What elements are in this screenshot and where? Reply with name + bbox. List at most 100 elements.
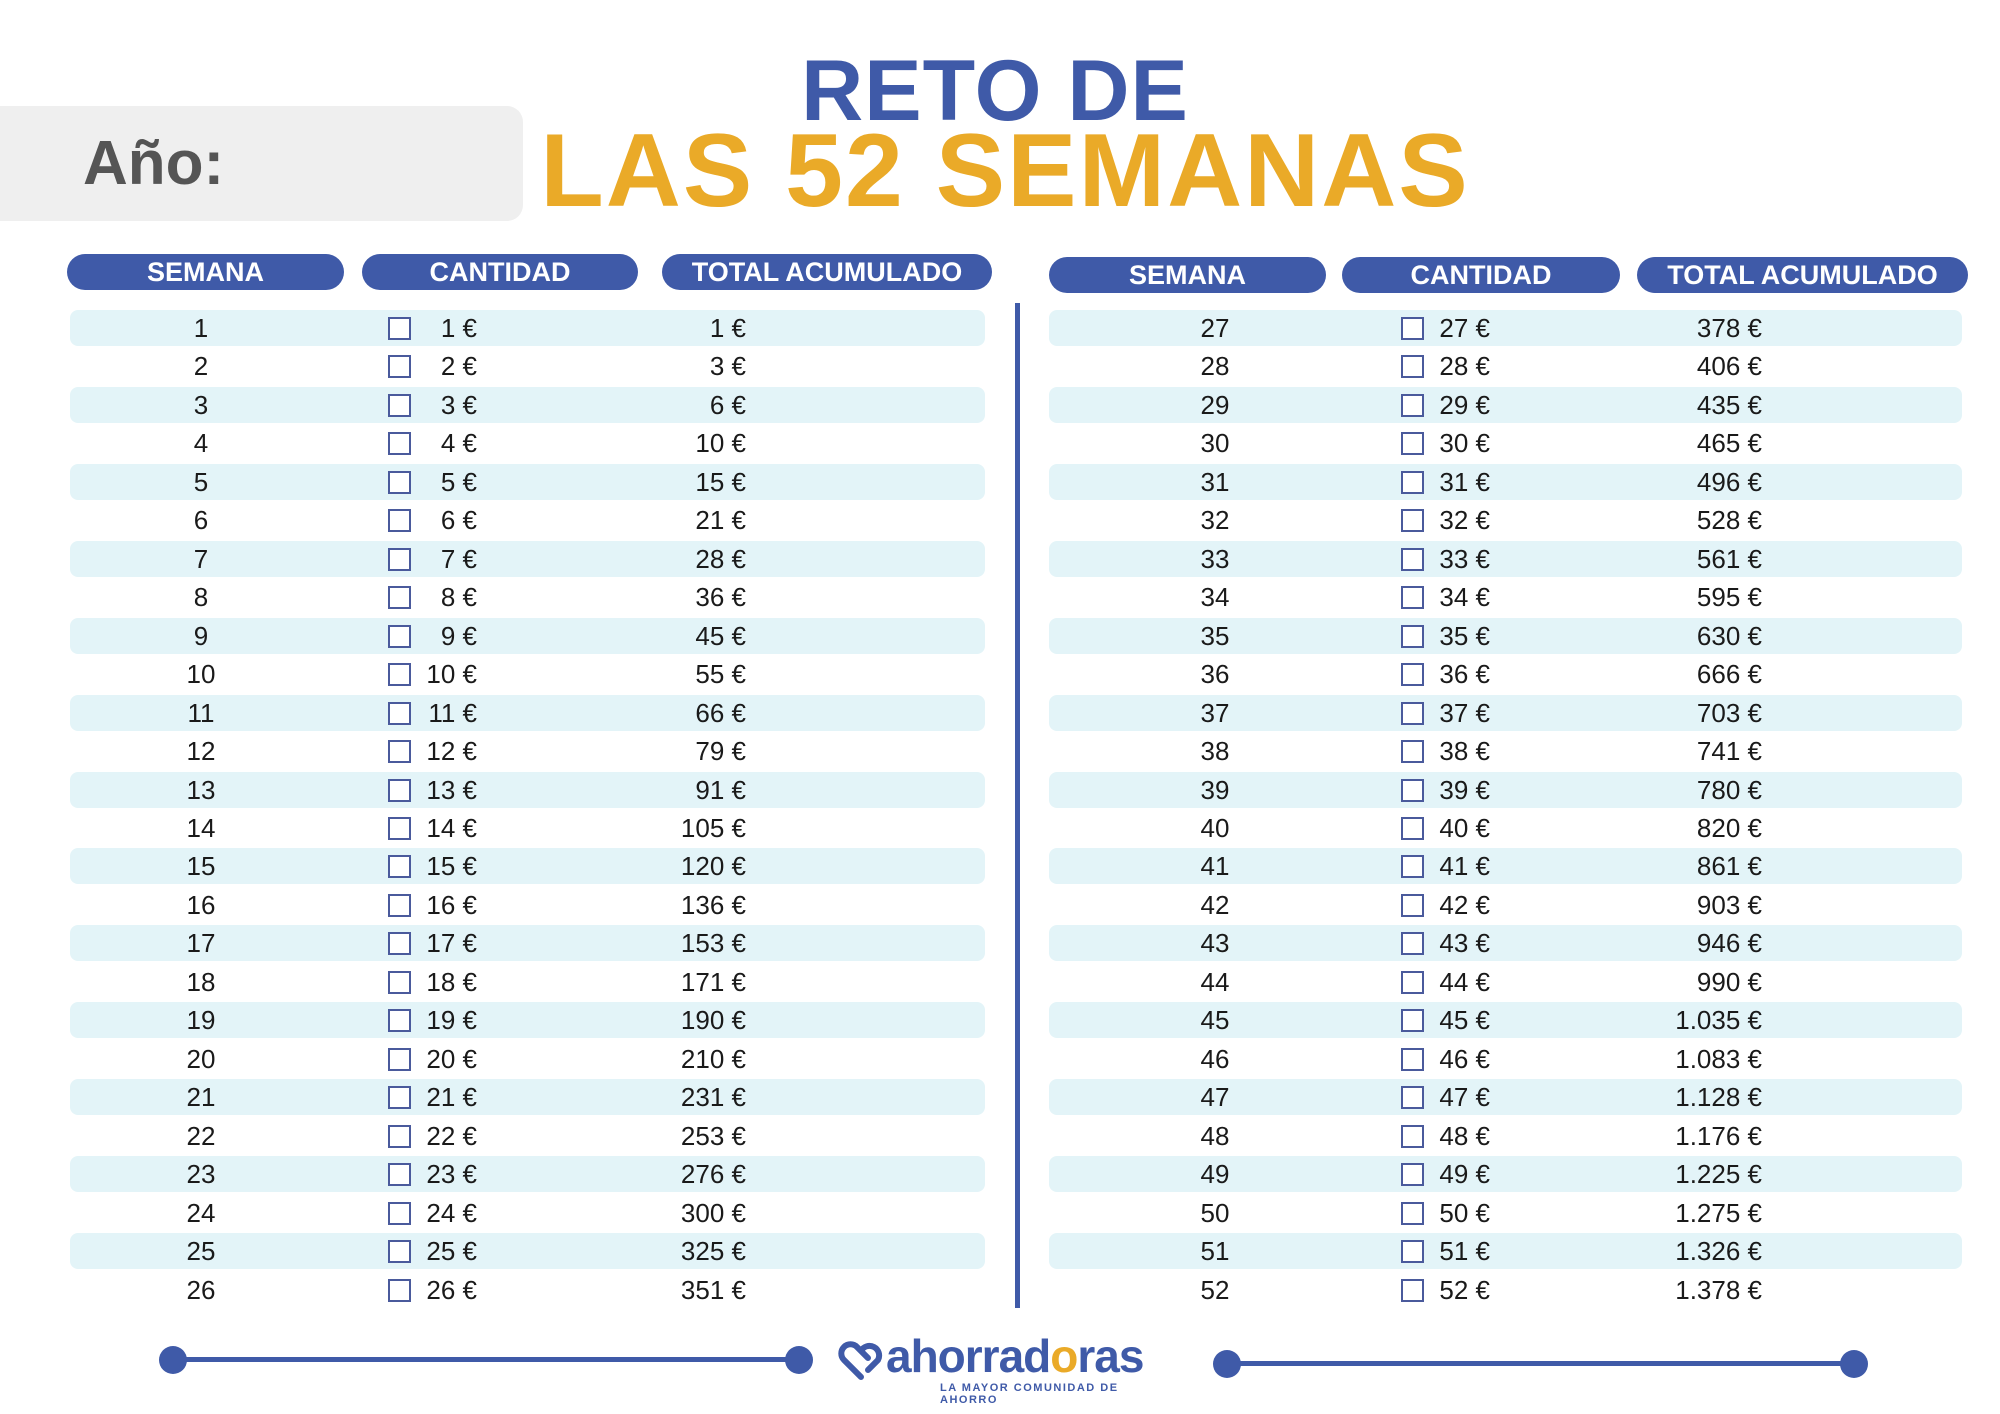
week-number: 16: [186, 889, 216, 920]
week-number: 40: [1200, 812, 1230, 843]
week-checkbox[interactable]: [388, 355, 411, 379]
week-checkbox[interactable]: [1401, 355, 1424, 379]
week-total: 496 €: [1696, 466, 1762, 497]
week-total: 741 €: [1696, 736, 1762, 767]
week-checkbox[interactable]: [388, 663, 411, 687]
week-checkbox[interactable]: [388, 586, 411, 610]
week-checkbox[interactable]: [1401, 1163, 1424, 1187]
week-checkbox[interactable]: [1401, 932, 1424, 956]
table-row: 36 36 € 666 €: [1049, 656, 1962, 692]
week-checkbox[interactable]: [1401, 586, 1424, 610]
week-checkbox[interactable]: [388, 1124, 411, 1148]
table-row: 2 2 € 3 €: [70, 348, 985, 384]
week-total: 1.035 €: [1675, 1005, 1762, 1036]
week-checkbox[interactable]: [1401, 1278, 1424, 1302]
week-checkbox[interactable]: [388, 893, 411, 917]
column-divider: [1015, 303, 1020, 1308]
week-checkbox[interactable]: [1401, 816, 1424, 840]
week-checkbox[interactable]: [1401, 1201, 1424, 1225]
week-checkbox[interactable]: [1401, 1124, 1424, 1148]
week-checkbox[interactable]: [388, 855, 411, 879]
week-checkbox[interactable]: [1401, 970, 1424, 994]
week-number: 49: [1200, 1159, 1230, 1190]
week-checkbox[interactable]: [1401, 432, 1424, 456]
week-checkbox[interactable]: [1401, 778, 1424, 802]
footer-dot: [1213, 1350, 1241, 1378]
week-total: 253 €: [680, 1120, 746, 1151]
table-row: 32 32 € 528 €: [1049, 502, 1962, 538]
week-amount: 51 €: [1439, 1236, 1490, 1267]
week-amount: 12 €: [426, 736, 477, 767]
week-checkbox[interactable]: [388, 547, 411, 571]
week-total: 276 €: [680, 1159, 746, 1190]
week-checkbox[interactable]: [1401, 893, 1424, 917]
week-checkbox[interactable]: [388, 1047, 411, 1071]
week-number: 27: [1200, 313, 1230, 343]
week-checkbox[interactable]: [388, 1163, 411, 1187]
week-total: 990 €: [1696, 966, 1762, 997]
table-row: 44 44 € 990 €: [1049, 964, 1962, 1000]
table-row: 45 45 € 1.035 €: [1049, 1002, 1962, 1039]
table-row: 24 24 € 300 €: [70, 1195, 985, 1231]
footer-dot: [1840, 1350, 1868, 1378]
week-checkbox[interactable]: [1401, 855, 1424, 879]
week-checkbox[interactable]: [388, 816, 411, 840]
table-row: 17 17 € 153 €: [70, 925, 985, 962]
week-amount: 5 €: [440, 466, 477, 497]
week-checkbox[interactable]: [1401, 1047, 1424, 1071]
table-row: 3 3 € 6 €: [70, 386, 985, 423]
week-checkbox[interactable]: [388, 1278, 411, 1302]
week-checkbox[interactable]: [1401, 701, 1424, 725]
week-checkbox[interactable]: [388, 970, 411, 994]
week-checkbox[interactable]: [1401, 1009, 1424, 1033]
week-checkbox[interactable]: [1401, 663, 1424, 687]
table-row: 11 11 € 66 €: [70, 694, 985, 731]
week-checkbox[interactable]: [388, 624, 411, 648]
week-amount: 44 €: [1439, 966, 1490, 997]
week-checkbox[interactable]: [1401, 624, 1424, 648]
week-checkbox[interactable]: [388, 740, 411, 764]
week-amount: 9 €: [440, 620, 477, 651]
week-number: 23: [186, 1159, 216, 1190]
table-row: 6 6 € 21 €: [70, 502, 985, 538]
week-checkbox[interactable]: [1401, 740, 1424, 764]
table-row: 29 29 € 435 €: [1049, 386, 1962, 423]
week-total: 465 €: [1696, 428, 1762, 459]
week-checkbox[interactable]: [388, 1009, 411, 1033]
week-checkbox[interactable]: [388, 932, 411, 956]
week-number: 33: [1200, 543, 1230, 574]
week-checkbox[interactable]: [388, 393, 411, 417]
week-checkbox[interactable]: [1401, 547, 1424, 571]
table-row: 23 23 € 276 €: [70, 1156, 985, 1193]
table-row: 12 12 € 79 €: [70, 733, 985, 769]
week-checkbox[interactable]: [388, 432, 411, 456]
week-total: 351 €: [680, 1274, 746, 1305]
week-amount: 50 €: [1439, 1197, 1490, 1228]
footer-dot: [159, 1346, 187, 1374]
week-number: 1: [193, 313, 209, 343]
week-checkbox[interactable]: [388, 701, 411, 725]
week-checkbox[interactable]: [1401, 317, 1424, 340]
week-number: 29: [1200, 389, 1230, 420]
week-number: 46: [1200, 1043, 1230, 1074]
week-number: 5: [193, 466, 209, 497]
week-total: 28 €: [695, 543, 746, 574]
week-checkbox[interactable]: [1401, 509, 1424, 533]
week-checkbox[interactable]: [388, 778, 411, 802]
week-checkbox[interactable]: [1401, 1086, 1424, 1110]
week-checkbox[interactable]: [388, 1086, 411, 1110]
week-checkbox[interactable]: [388, 317, 411, 340]
table-row: 42 42 € 903 €: [1049, 887, 1962, 923]
week-number: 13: [186, 774, 216, 805]
week-checkbox[interactable]: [1401, 393, 1424, 417]
table-row: 5 5 € 15 €: [70, 463, 985, 500]
week-checkbox[interactable]: [1401, 1240, 1424, 1264]
week-checkbox[interactable]: [1401, 470, 1424, 494]
table-row: 25 25 € 325 €: [70, 1233, 985, 1270]
week-checkbox[interactable]: [388, 470, 411, 494]
week-number: 44: [1200, 966, 1230, 997]
week-number: 28: [1200, 351, 1230, 382]
week-checkbox[interactable]: [388, 1201, 411, 1225]
week-checkbox[interactable]: [388, 1240, 411, 1264]
week-checkbox[interactable]: [388, 509, 411, 533]
